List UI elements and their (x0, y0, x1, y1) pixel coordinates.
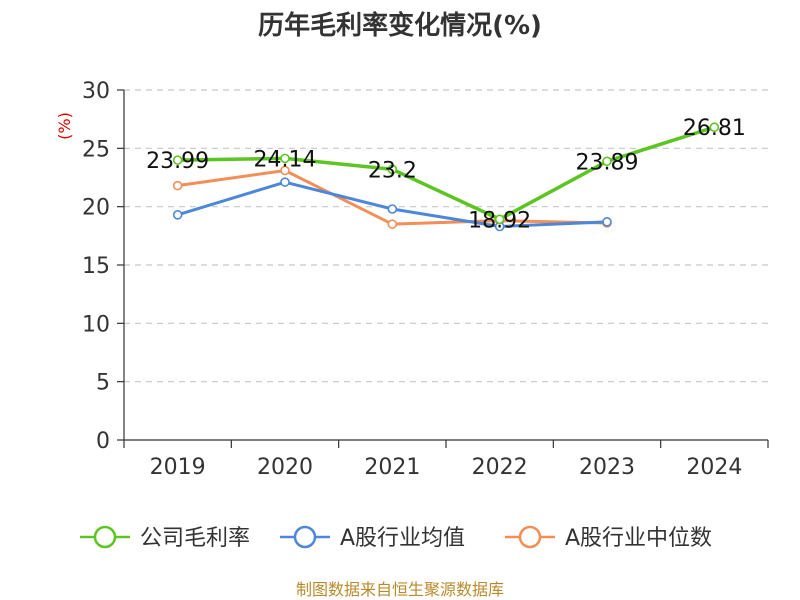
axes: 0 5 10 15 20 25 30 2019 2020 2021 2022 2023 2024 (82, 79, 769, 480)
x-tick-label: 2023 (579, 455, 635, 480)
data-point (280, 177, 290, 187)
legend-marker (93, 525, 117, 549)
x-tick-label: 2021 (364, 455, 420, 480)
data-point (172, 155, 183, 165)
series-layer (172, 122, 720, 232)
data-point (387, 204, 398, 214)
data-point (280, 165, 290, 176)
y-tick-label: 10 (82, 312, 110, 337)
legend-label: 公司毛利率 (140, 526, 250, 551)
data-label: 18.92 (468, 208, 531, 233)
data-label: 23.2 (368, 158, 417, 183)
legend-marker (293, 525, 317, 549)
x-tick-label: 2020 (257, 455, 313, 480)
y-tick-label: 15 (82, 254, 110, 279)
data-point (602, 156, 612, 167)
x-tick-label: 2022 (472, 455, 528, 480)
data-point (387, 219, 398, 229)
data-point (494, 214, 505, 225)
data-label: 23.89 (576, 150, 639, 175)
grid-lines (124, 89, 768, 383)
series-2 (172, 177, 612, 232)
series-line (175, 125, 717, 222)
legend-label: A股行业均值 (340, 526, 465, 551)
y-tick-label: 5 (96, 371, 110, 396)
y-tick-label: 25 (82, 137, 110, 162)
data-label: 24.14 (254, 147, 317, 172)
data-point (709, 122, 720, 133)
data-label: 26.81 (683, 116, 746, 141)
legend: 公司毛利率 A股行业均值 A股行业中位数 (80, 525, 712, 551)
data-point (387, 164, 398, 175)
data-point (280, 153, 290, 164)
y-tick-label: 20 (82, 196, 110, 221)
legend-item-1: 公司毛利率 (80, 525, 250, 551)
legend-marker (518, 525, 542, 549)
source-footer: 制图数据来自恒生聚源数据库 (296, 580, 504, 599)
data-labels: 23.99 24.14 23.2 18.92 23.89 26.81 (146, 116, 746, 233)
x-tick-label: 2024 (686, 455, 742, 480)
y-tick-label: 0 (96, 429, 110, 454)
data-point (602, 217, 612, 227)
legend-label: A股行业中位数 (565, 526, 712, 551)
data-point (172, 210, 183, 220)
x-tick-label: 2019 (150, 455, 206, 480)
data-point (172, 180, 183, 191)
legend-item-2: A股行业均值 (280, 525, 465, 551)
series-1 (172, 122, 720, 225)
y-axis-unit-label: (%) (55, 112, 74, 140)
data-label: 23.99 (146, 149, 209, 174)
y-tick-label: 30 (82, 79, 110, 104)
chart-title: 历年毛利率变化情况(%) (258, 10, 542, 41)
legend-item-3: A股行业中位数 (505, 525, 712, 551)
